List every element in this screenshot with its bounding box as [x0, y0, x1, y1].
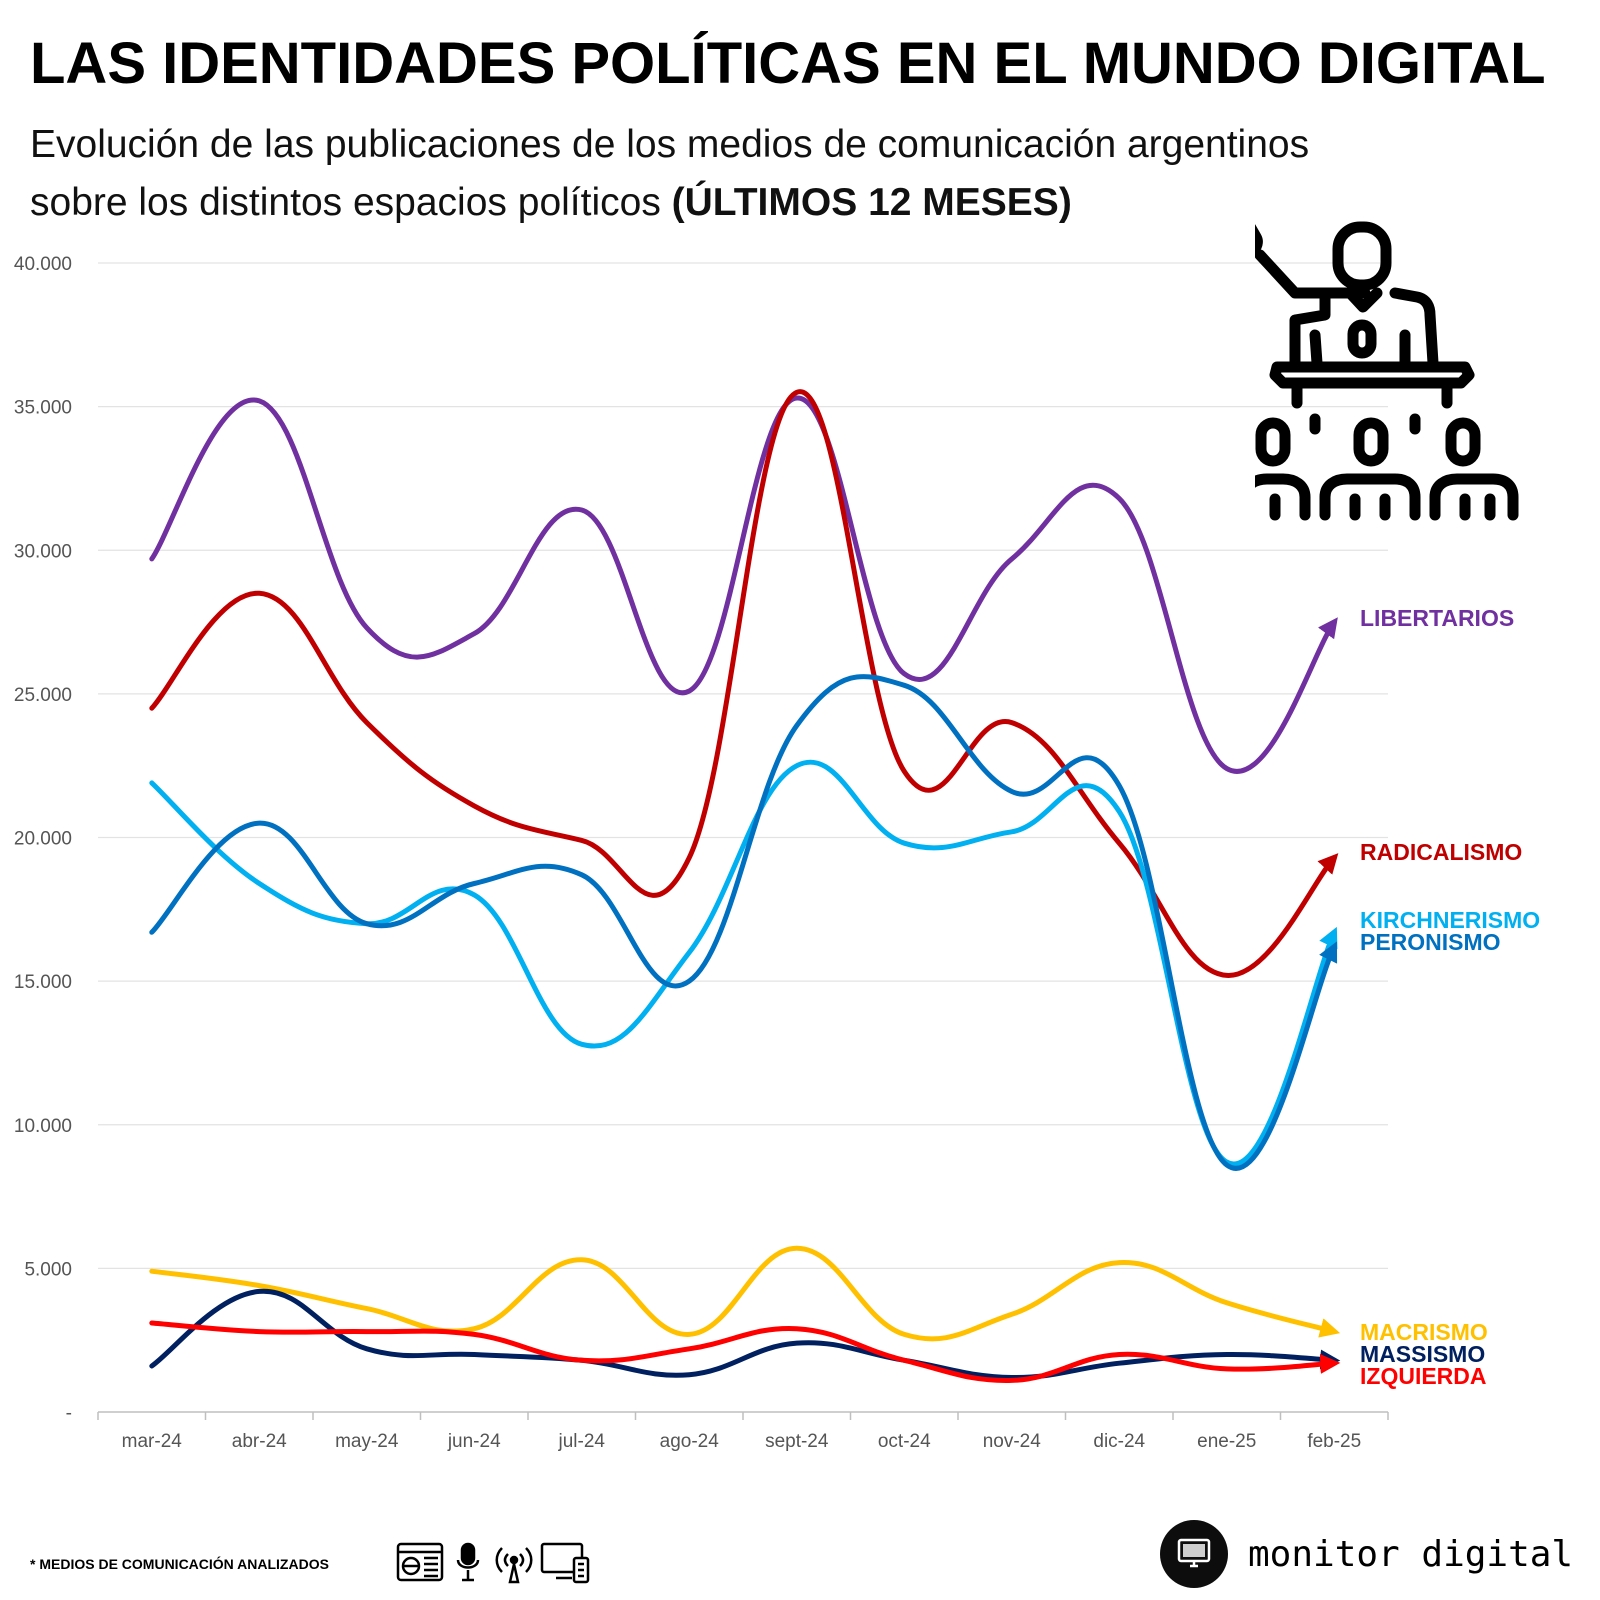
x-tick-label: ago-24 — [660, 1431, 720, 1452]
series-lines — [149, 389, 1341, 1383]
subtitle-line2: sobre los distintos espacios políticos — [30, 181, 672, 224]
y-tick-label: 10.000 — [14, 1116, 72, 1137]
series-line-macrismo — [149, 1245, 1341, 1342]
subtitle-line1: Evolución de las publicaciones de los me… — [30, 123, 1310, 166]
speaker-podium-audience-icon — [1255, 217, 1519, 521]
series-label-izquierda: IZQUIERDA — [1360, 1363, 1487, 1389]
newspaper-icon — [396, 1542, 444, 1582]
x-tick-label: dic-24 — [1093, 1431, 1145, 1452]
x-tick-label: jun-24 — [447, 1431, 501, 1452]
monitor-icon — [1160, 1520, 1228, 1588]
x-tick-label: jul-24 — [558, 1431, 606, 1452]
series-labels: LIBERTARIOS RADICALISMO KIRCHNERISMOPERONI… — [1360, 605, 1540, 1389]
y-tick-label: - — [66, 1403, 72, 1424]
series-label-massismo: MASSISMO — [1360, 1341, 1485, 1367]
series-label-peronismo: PERONISMO — [1360, 929, 1501, 955]
y-tick-label: 5.000 — [24, 1259, 72, 1280]
page-title: LAS IDENTIDADES POLÍTICAS EN EL MUNDO DI… — [30, 31, 1546, 96]
x-tick-label: may-24 — [335, 1431, 399, 1452]
x-tick-label: feb-25 — [1307, 1431, 1361, 1452]
series-label-macrismo: MACRISMO — [1360, 1319, 1488, 1345]
x-tick-label: abr-24 — [232, 1431, 287, 1452]
tv-monitor-icon — [540, 1542, 590, 1584]
series-line-radicalismo — [149, 389, 1339, 978]
x-tick-label: nov-24 — [983, 1431, 1042, 1452]
gridlines — [98, 262, 1388, 1270]
x-tick-label: ene-25 — [1197, 1431, 1256, 1452]
brand: monitor digital — [1160, 1520, 1573, 1588]
y-tick-label: 30.000 — [14, 541, 72, 562]
series-line-massismo — [149, 1288, 1341, 1381]
y-tick-label: 25.000 — [14, 685, 72, 706]
x-tick-label: oct-24 — [878, 1431, 931, 1452]
series-label-radicalismo: RADICALISMO — [1360, 839, 1522, 865]
series-line-kirchnerismo — [149, 759, 1338, 1167]
y-tick-label: 20.000 — [14, 829, 72, 850]
page-subtitle: Evolución de las publicaciones de los me… — [30, 116, 1510, 232]
y-tick-label: 35.000 — [14, 398, 72, 419]
series-line-izquierda — [149, 1320, 1341, 1383]
subtitle-bold: (ÚLTIMOS 12 MESES) — [671, 181, 1072, 224]
media-icons — [396, 1542, 590, 1584]
brand-name: monitor digital — [1248, 1533, 1574, 1575]
microphone-icon — [456, 1542, 480, 1582]
series-line-peronismo — [149, 674, 1338, 1171]
x-tick-label: sept-24 — [765, 1431, 829, 1452]
y-tick-label: 40.000 — [14, 254, 72, 275]
series-label-libertarios: LIBERTARIOS — [1360, 605, 1514, 631]
series-label-kirchnerismo: KIRCHNERISMO — [1360, 907, 1540, 933]
series-line-libertarios — [149, 395, 1338, 774]
x-axis: mar-24 abr-24 may-24 jun-24 jul-24 ago-24 sept… — [97, 1411, 1389, 1452]
x-tick-label: mar-24 — [122, 1431, 183, 1452]
footnote: * MEDIOS DE COMUNICACIÓN ANALIZADOS — [30, 1556, 329, 1572]
radio-antenna-icon — [495, 1547, 533, 1584]
y-axis: - 5.000 10.000 15.000 20.000 25.000 30.000 35.0… — [14, 254, 72, 1424]
y-tick-label: 15.000 — [14, 972, 72, 993]
